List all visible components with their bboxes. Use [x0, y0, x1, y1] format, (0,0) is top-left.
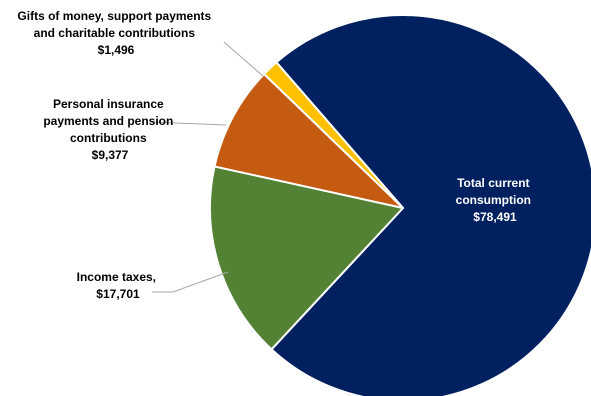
leader-line-income-taxes — [152, 271, 229, 293]
slice-income-taxes — [209, 165, 404, 351]
slice-total-consumption — [270, 13, 591, 396]
slice-label-personal-insurance: Personal insurance payments and pension … — [43, 97, 176, 162]
slice-personal-insurance — [213, 73, 404, 209]
leader-line-gifts — [223, 41, 264, 77]
slice-label-gifts: Gifts of money, support payments and cha… — [17, 9, 214, 57]
slice-labels: Total current consumption $78,491 Income… — [17, 9, 535, 301]
pie-slices — [209, 13, 591, 396]
slice-label-income-taxes: Income taxes, $17,701 — [77, 270, 160, 301]
leader-line-personal-insurance — [149, 121, 227, 126]
slice-gifts — [263, 61, 404, 209]
slice-label-total-consumption: Total current consumption $78,491 — [456, 176, 535, 224]
leader-lines — [149, 41, 264, 293]
